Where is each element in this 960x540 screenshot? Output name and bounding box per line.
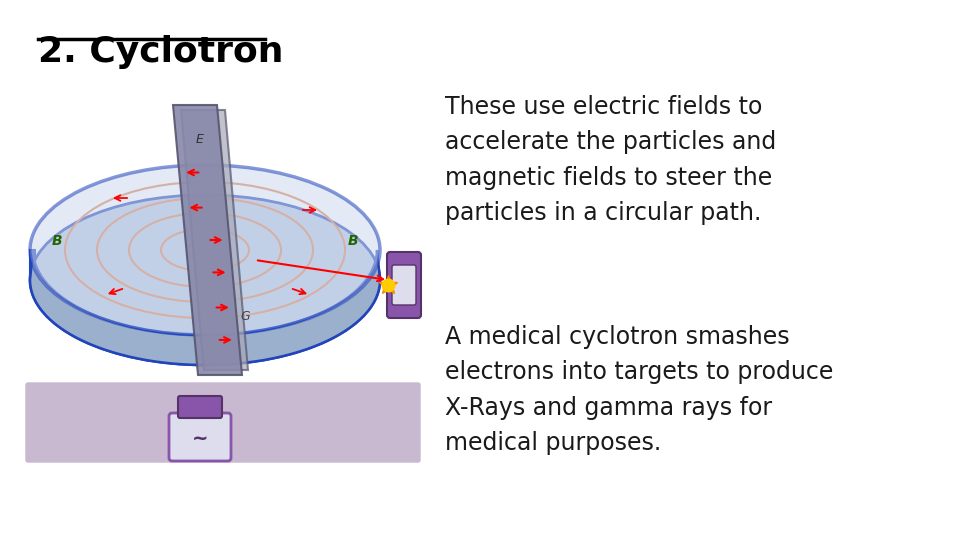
FancyBboxPatch shape [26, 383, 420, 462]
Ellipse shape [30, 195, 380, 365]
Text: A medical cyclotron smashes
electrons into targets to produce
X-Rays and gamma r: A medical cyclotron smashes electrons in… [445, 325, 833, 455]
Polygon shape [30, 250, 35, 280]
Text: G: G [240, 310, 250, 323]
FancyBboxPatch shape [392, 265, 416, 305]
Text: B: B [52, 234, 62, 248]
Ellipse shape [30, 165, 380, 335]
Text: E: E [196, 133, 204, 146]
FancyBboxPatch shape [169, 413, 231, 461]
Text: 2. Cyclotron: 2. Cyclotron [38, 35, 283, 69]
Text: ~: ~ [192, 429, 208, 448]
FancyBboxPatch shape [387, 252, 421, 318]
Polygon shape [173, 105, 242, 375]
Polygon shape [30, 250, 380, 365]
FancyBboxPatch shape [178, 396, 222, 418]
Text: These use electric fields to
accelerate the particles and
magnetic fields to ste: These use electric fields to accelerate … [445, 95, 777, 225]
Text: B: B [348, 234, 358, 248]
Polygon shape [181, 110, 248, 370]
